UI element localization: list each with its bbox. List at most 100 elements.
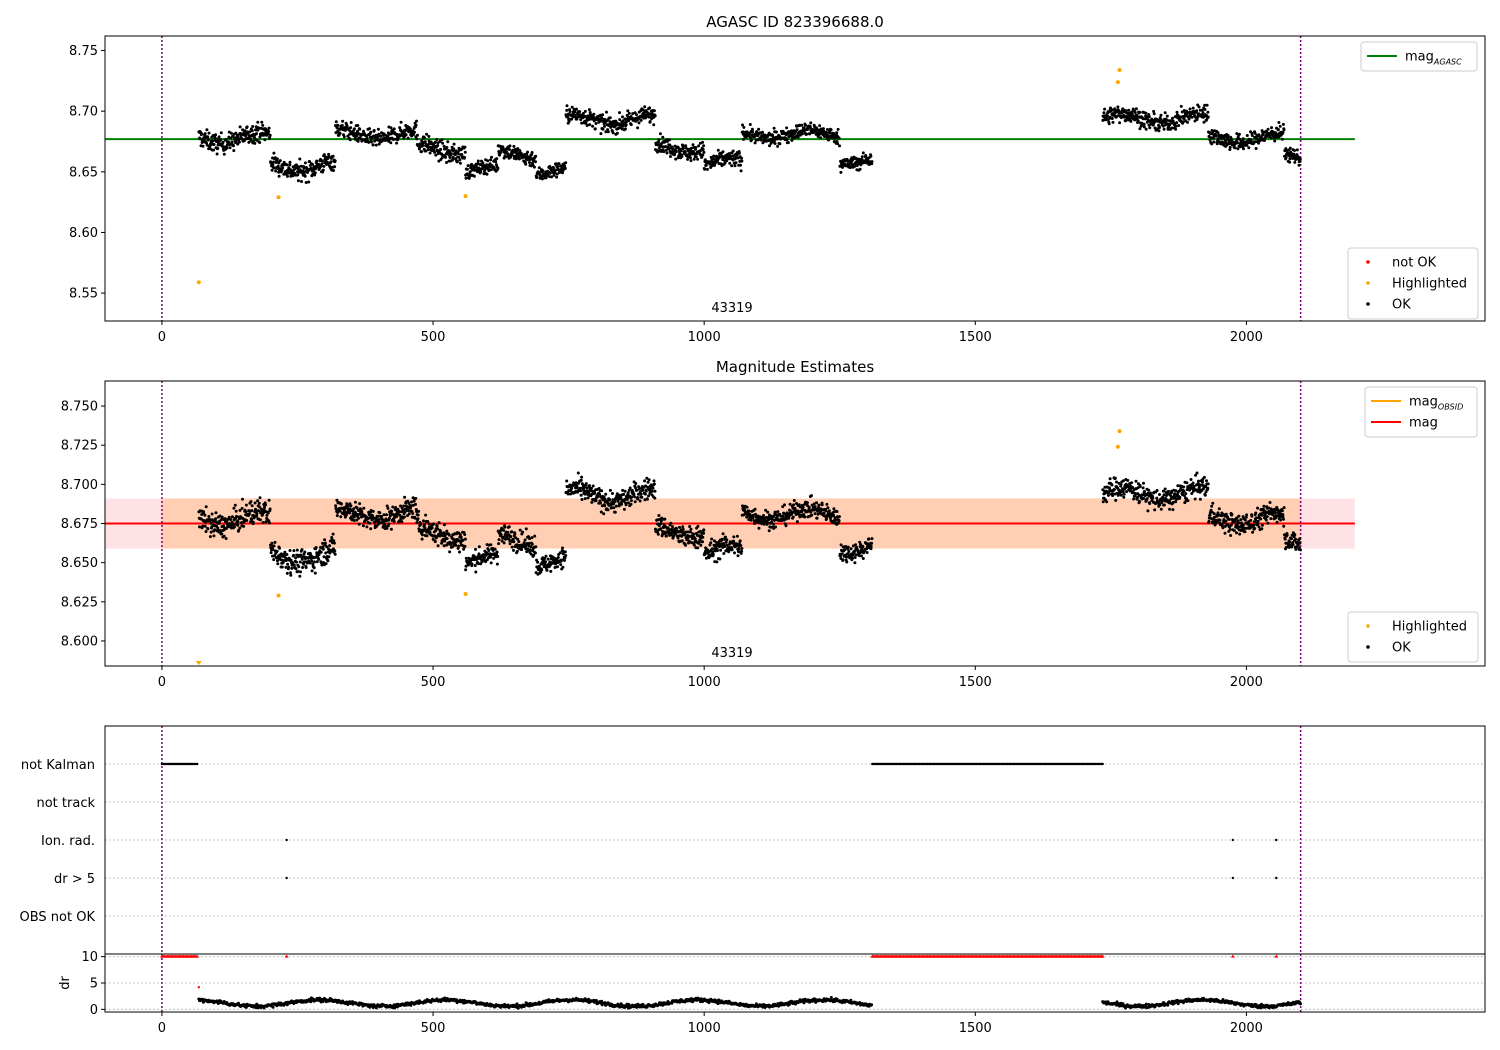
ok-point [629, 502, 633, 506]
ok-point [555, 172, 559, 176]
ok-point [280, 168, 284, 172]
ok-point [396, 138, 400, 142]
ok-point [433, 150, 437, 154]
ok-point [407, 512, 411, 516]
ok-point [358, 502, 362, 506]
ok-point [801, 505, 805, 509]
ok-point [208, 518, 212, 522]
ok-point [770, 520, 773, 524]
ok-point [340, 124, 344, 127]
ok-point [253, 141, 257, 145]
ok-point [1269, 136, 1273, 140]
ok-point [452, 142, 456, 146]
ok-point [495, 550, 499, 554]
ok-point [325, 545, 329, 549]
ok-point [333, 549, 337, 553]
ok-point [548, 171, 552, 175]
x-tick-label: 2000 [1230, 330, 1263, 345]
ok-point [785, 138, 789, 142]
ok-point [591, 124, 595, 128]
ok-point [258, 135, 262, 139]
ok-point [624, 503, 628, 507]
ok-point [228, 146, 232, 150]
ok-point [1295, 153, 1299, 157]
ok-point [1162, 493, 1166, 497]
ok-point [622, 492, 626, 496]
ok-point [492, 556, 496, 560]
ok-point [776, 144, 780, 148]
ok-point [864, 154, 868, 157]
ok-point [594, 122, 598, 125]
ok-point [605, 110, 608, 114]
ok-point [256, 499, 260, 503]
ok-point [545, 568, 549, 572]
ok-point [423, 523, 426, 527]
ok-point [1133, 111, 1137, 114]
ok-point [792, 499, 796, 502]
highlighted-point [1117, 67, 1122, 72]
ok-point [828, 131, 832, 135]
ok-point [537, 564, 541, 568]
ok-point [631, 112, 635, 116]
ok-point [300, 548, 304, 552]
ok-point [674, 526, 678, 530]
ok-point [263, 138, 267, 142]
ok-point [703, 167, 707, 171]
ok-point [311, 562, 315, 566]
ok-point [1288, 146, 1292, 150]
ok-point [588, 484, 591, 488]
ok-point [396, 507, 400, 511]
ok-point [297, 165, 301, 169]
ok-point [1256, 506, 1260, 510]
ok-point [772, 139, 776, 143]
ok-point [668, 143, 672, 147]
ok-point [697, 144, 701, 148]
ok-point [1126, 478, 1130, 482]
x-tick-label: 1500 [959, 330, 992, 345]
ok-point [244, 503, 248, 507]
ok-point [1138, 485, 1142, 489]
ok-point [806, 127, 810, 131]
ok-point [1282, 128, 1286, 132]
ok-point [423, 526, 427, 530]
ok-point [672, 150, 676, 154]
ok-point [606, 130, 610, 134]
ok-point [455, 160, 459, 164]
ok-point [673, 152, 677, 156]
ok-point [411, 512, 415, 515]
ok-point [1178, 495, 1182, 499]
ok-point [287, 565, 291, 569]
ok-point [483, 168, 487, 171]
ok-point [1138, 127, 1142, 131]
ok-point [683, 150, 687, 154]
ok-point [648, 106, 652, 110]
ok-point [659, 522, 663, 525]
ok-point [1295, 148, 1299, 152]
ok-point [1155, 496, 1159, 500]
ok-point [266, 511, 270, 515]
ok-point [1195, 471, 1199, 475]
ok-point [299, 164, 303, 168]
ok-point [454, 149, 458, 153]
ok-point [267, 130, 271, 133]
ok-point [561, 565, 565, 569]
ok-point [701, 153, 705, 157]
ok-point [326, 559, 330, 563]
ok-point [378, 511, 382, 515]
ok-point [1227, 139, 1231, 143]
ok-point [261, 123, 265, 127]
ok-point [446, 140, 450, 144]
ok-point [433, 540, 437, 544]
ok-point [216, 147, 220, 150]
ok-point [1147, 488, 1151, 492]
ok-point [1110, 117, 1114, 120]
ok-point [281, 166, 285, 170]
ok-point [407, 509, 411, 513]
ok-point [1297, 163, 1301, 167]
ok-point [251, 125, 255, 128]
ok-point [825, 132, 829, 135]
ok-point [321, 545, 325, 549]
ok-point [222, 534, 226, 538]
ok-point [767, 529, 771, 533]
ok-point [1242, 147, 1245, 151]
